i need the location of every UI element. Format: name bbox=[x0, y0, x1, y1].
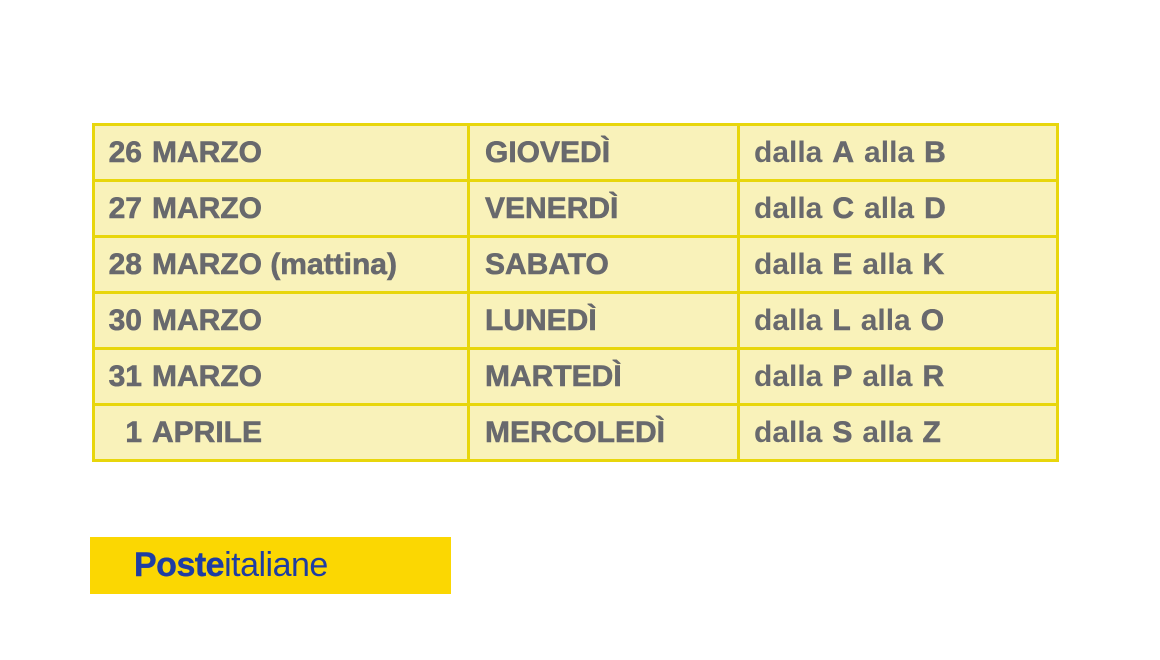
date-cell: 26 MARZO bbox=[92, 123, 470, 182]
weekday-cell: MARTEDÌ bbox=[467, 347, 740, 406]
date-cell: 28 MARZO (mattina) bbox=[92, 235, 470, 294]
weekday-label: VENERDÌ bbox=[485, 191, 619, 225]
weekday-cell: GIOVEDÌ bbox=[467, 123, 740, 182]
letters-range-cell: dalla A alla B bbox=[737, 123, 1059, 182]
table-row: 30 MARZO LUNEDÌ dalla L alla O bbox=[92, 291, 1059, 350]
logo-text-poste: Poste bbox=[134, 546, 225, 584]
range-to-letter: R bbox=[922, 359, 945, 393]
range-word-dalla: dalla bbox=[754, 135, 823, 169]
date-day: 30 bbox=[108, 303, 142, 337]
range-word-alla: alla bbox=[864, 191, 915, 225]
date-day: 1 bbox=[125, 415, 142, 449]
range-from-letter: P bbox=[832, 359, 853, 393]
range-from-letter: C bbox=[832, 191, 855, 225]
date-month: MARZO bbox=[152, 303, 263, 337]
letters-range-cell: dalla C alla D bbox=[737, 179, 1059, 238]
date-month: APRILE bbox=[152, 415, 263, 449]
logo-text-italiane: italiane bbox=[224, 546, 328, 584]
date-cell: 1 APRILE bbox=[92, 403, 470, 462]
range-from-letter: S bbox=[832, 415, 853, 449]
range-to-letter: B bbox=[924, 135, 946, 169]
range-word-dalla: dalla bbox=[754, 247, 823, 281]
range-from-letter: E bbox=[832, 247, 853, 281]
letters-range-cell: dalla E alla K bbox=[737, 235, 1059, 294]
range-word-dalla: dalla bbox=[754, 415, 823, 449]
range-word-dalla: dalla bbox=[754, 359, 823, 393]
date-day: 28 bbox=[108, 247, 142, 281]
date-cell: 27 MARZO bbox=[92, 179, 470, 238]
poste-italiane-logo: Poste italiane bbox=[90, 537, 451, 594]
range-word-dalla: dalla bbox=[754, 303, 823, 337]
range-word-alla: alla bbox=[862, 359, 913, 393]
weekday-label: GIOVEDÌ bbox=[485, 135, 611, 169]
table-row: 31 MARZO MARTEDÌ dalla P alla R bbox=[92, 347, 1059, 406]
range-from-letter: L bbox=[832, 303, 851, 337]
weekday-cell: VENERDÌ bbox=[467, 179, 740, 238]
letters-range-cell: dalla S alla Z bbox=[737, 403, 1059, 462]
range-to-letter: K bbox=[922, 247, 945, 281]
range-word-dalla: dalla bbox=[754, 191, 823, 225]
date-month: MARZO bbox=[152, 359, 263, 393]
weekday-cell: SABATO bbox=[467, 235, 740, 294]
date-month: MARZO (mattina) bbox=[152, 247, 398, 281]
range-word-alla: alla bbox=[862, 415, 913, 449]
table-row: 28 MARZO (mattina) SABATO dalla E alla K bbox=[92, 235, 1059, 294]
date-month: MARZO bbox=[152, 191, 263, 225]
date-day: 26 bbox=[108, 135, 142, 169]
date-cell: 30 MARZO bbox=[92, 291, 470, 350]
date-cell: 31 MARZO bbox=[92, 347, 470, 406]
weekday-cell: LUNEDÌ bbox=[467, 291, 740, 350]
weekday-label: LUNEDÌ bbox=[485, 303, 597, 337]
weekday-label: MARTEDÌ bbox=[485, 359, 622, 393]
letters-range-cell: dalla L alla O bbox=[737, 291, 1059, 350]
range-word-alla: alla bbox=[864, 135, 915, 169]
schedule-table: 26 MARZO GIOVEDÌ dalla A alla B 27 MARZO… bbox=[92, 123, 1059, 462]
letters-range-cell: dalla P alla R bbox=[737, 347, 1059, 406]
date-day: 27 bbox=[108, 191, 142, 225]
table-row: 27 MARZO VENERDÌ dalla C alla D bbox=[92, 179, 1059, 238]
weekday-cell: MERCOLEDÌ bbox=[467, 403, 740, 462]
weekday-label: SABATO bbox=[485, 247, 610, 281]
range-to-letter: Z bbox=[922, 415, 941, 449]
table-row: 1 APRILE MERCOLEDÌ dalla S alla Z bbox=[92, 403, 1059, 462]
range-to-letter: O bbox=[920, 303, 945, 337]
date-month: MARZO bbox=[152, 135, 263, 169]
range-to-letter: D bbox=[924, 191, 946, 225]
weekday-label: MERCOLEDÌ bbox=[485, 415, 666, 449]
range-word-alla: alla bbox=[862, 247, 913, 281]
table-row: 26 MARZO GIOVEDÌ dalla A alla B bbox=[92, 123, 1059, 182]
date-day: 31 bbox=[108, 359, 142, 393]
range-from-letter: A bbox=[832, 135, 855, 169]
range-word-alla: alla bbox=[860, 303, 911, 337]
